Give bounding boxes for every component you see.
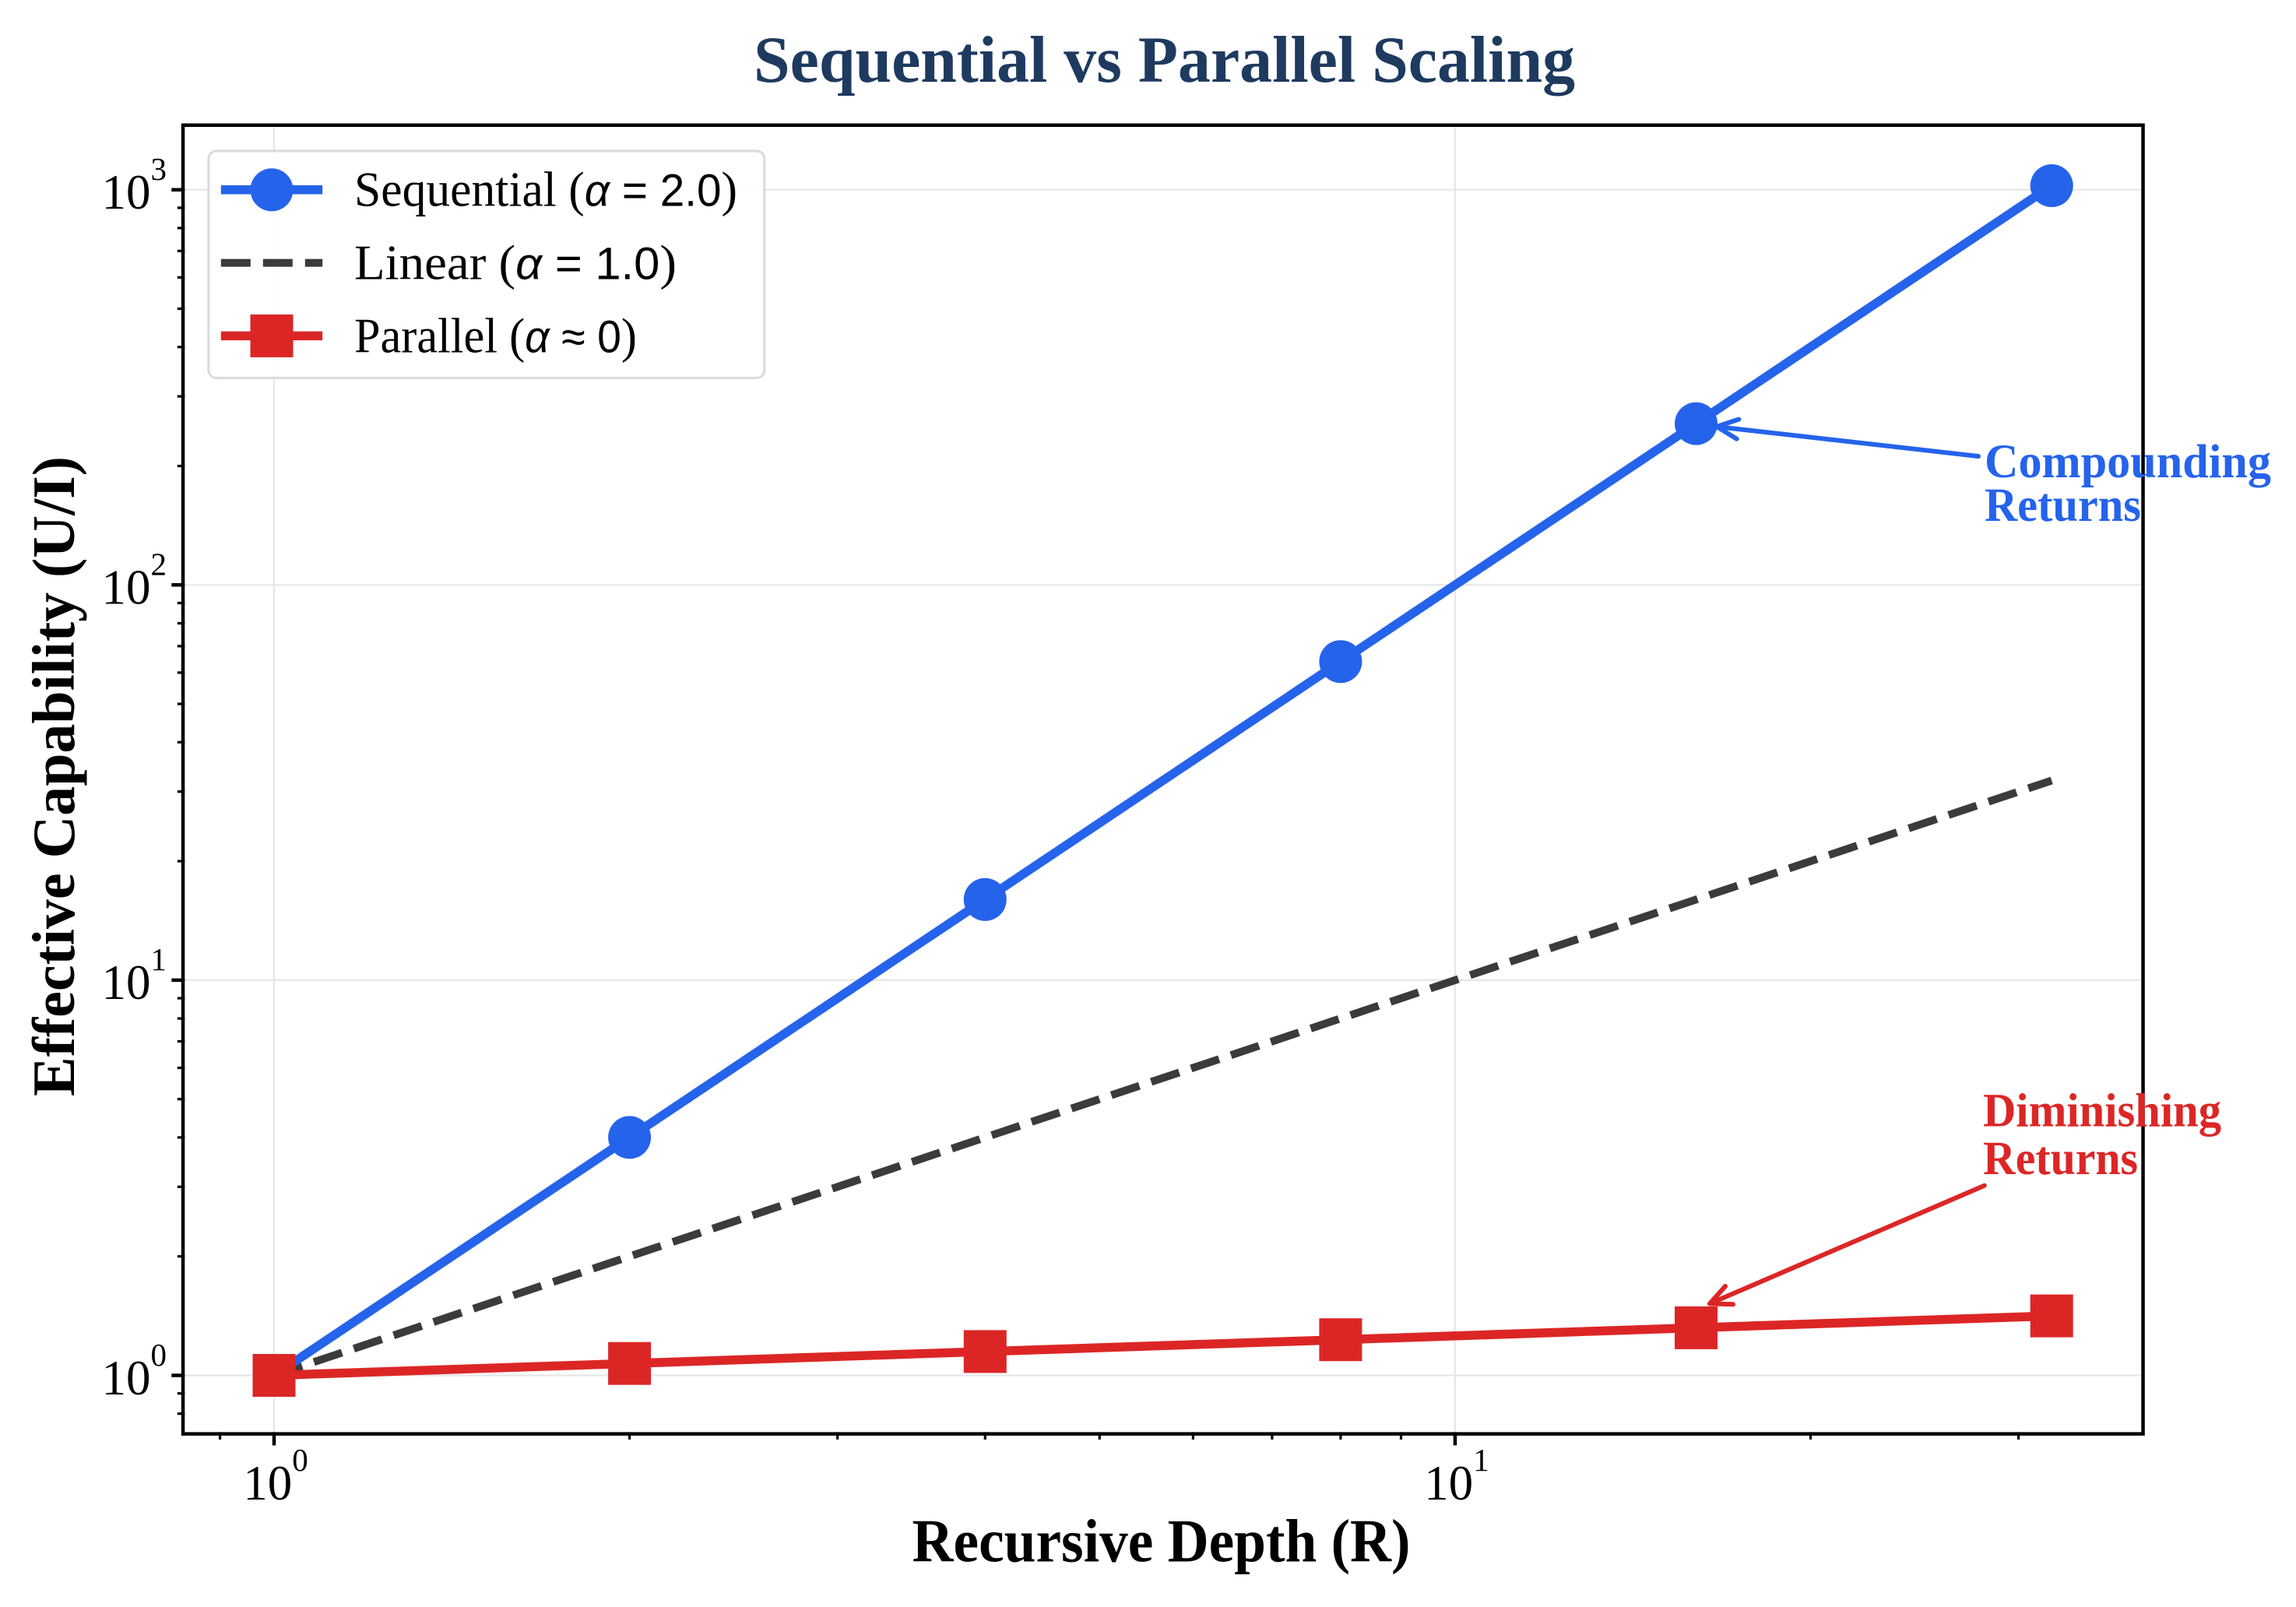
svg-text:Linear (α = 1.0): Linear (α = 1.0) [354, 236, 677, 290]
svg-text:Parallel (α ≈ 0): Parallel (α ≈ 0) [354, 308, 637, 363]
svg-text:Compounding: Compounding [1985, 436, 2271, 488]
svg-text:101: 101 [102, 941, 167, 1010]
svg-text:100: 100 [102, 1337, 167, 1405]
svg-text:103: 103 [102, 151, 167, 220]
svg-text:Recursive Depth (R): Recursive Depth (R) [912, 1507, 1411, 1575]
svg-text:Effective Capability (U/I): Effective Capability (U/I) [20, 456, 87, 1096]
svg-text:102: 102 [102, 547, 167, 615]
svg-text:101: 101 [1424, 1442, 1489, 1510]
svg-text:Sequential vs Parallel Scaling: Sequential vs Parallel Scaling [754, 23, 1575, 97]
svg-text:100: 100 [243, 1442, 308, 1510]
svg-text:Sequential (α = 2.0): Sequential (α = 2.0) [354, 163, 737, 217]
svg-text:Diminishing: Diminishing [1983, 1085, 2221, 1138]
svg-text:Returns: Returns [1985, 480, 2141, 532]
svg-text:Returns: Returns [1983, 1133, 2138, 1185]
